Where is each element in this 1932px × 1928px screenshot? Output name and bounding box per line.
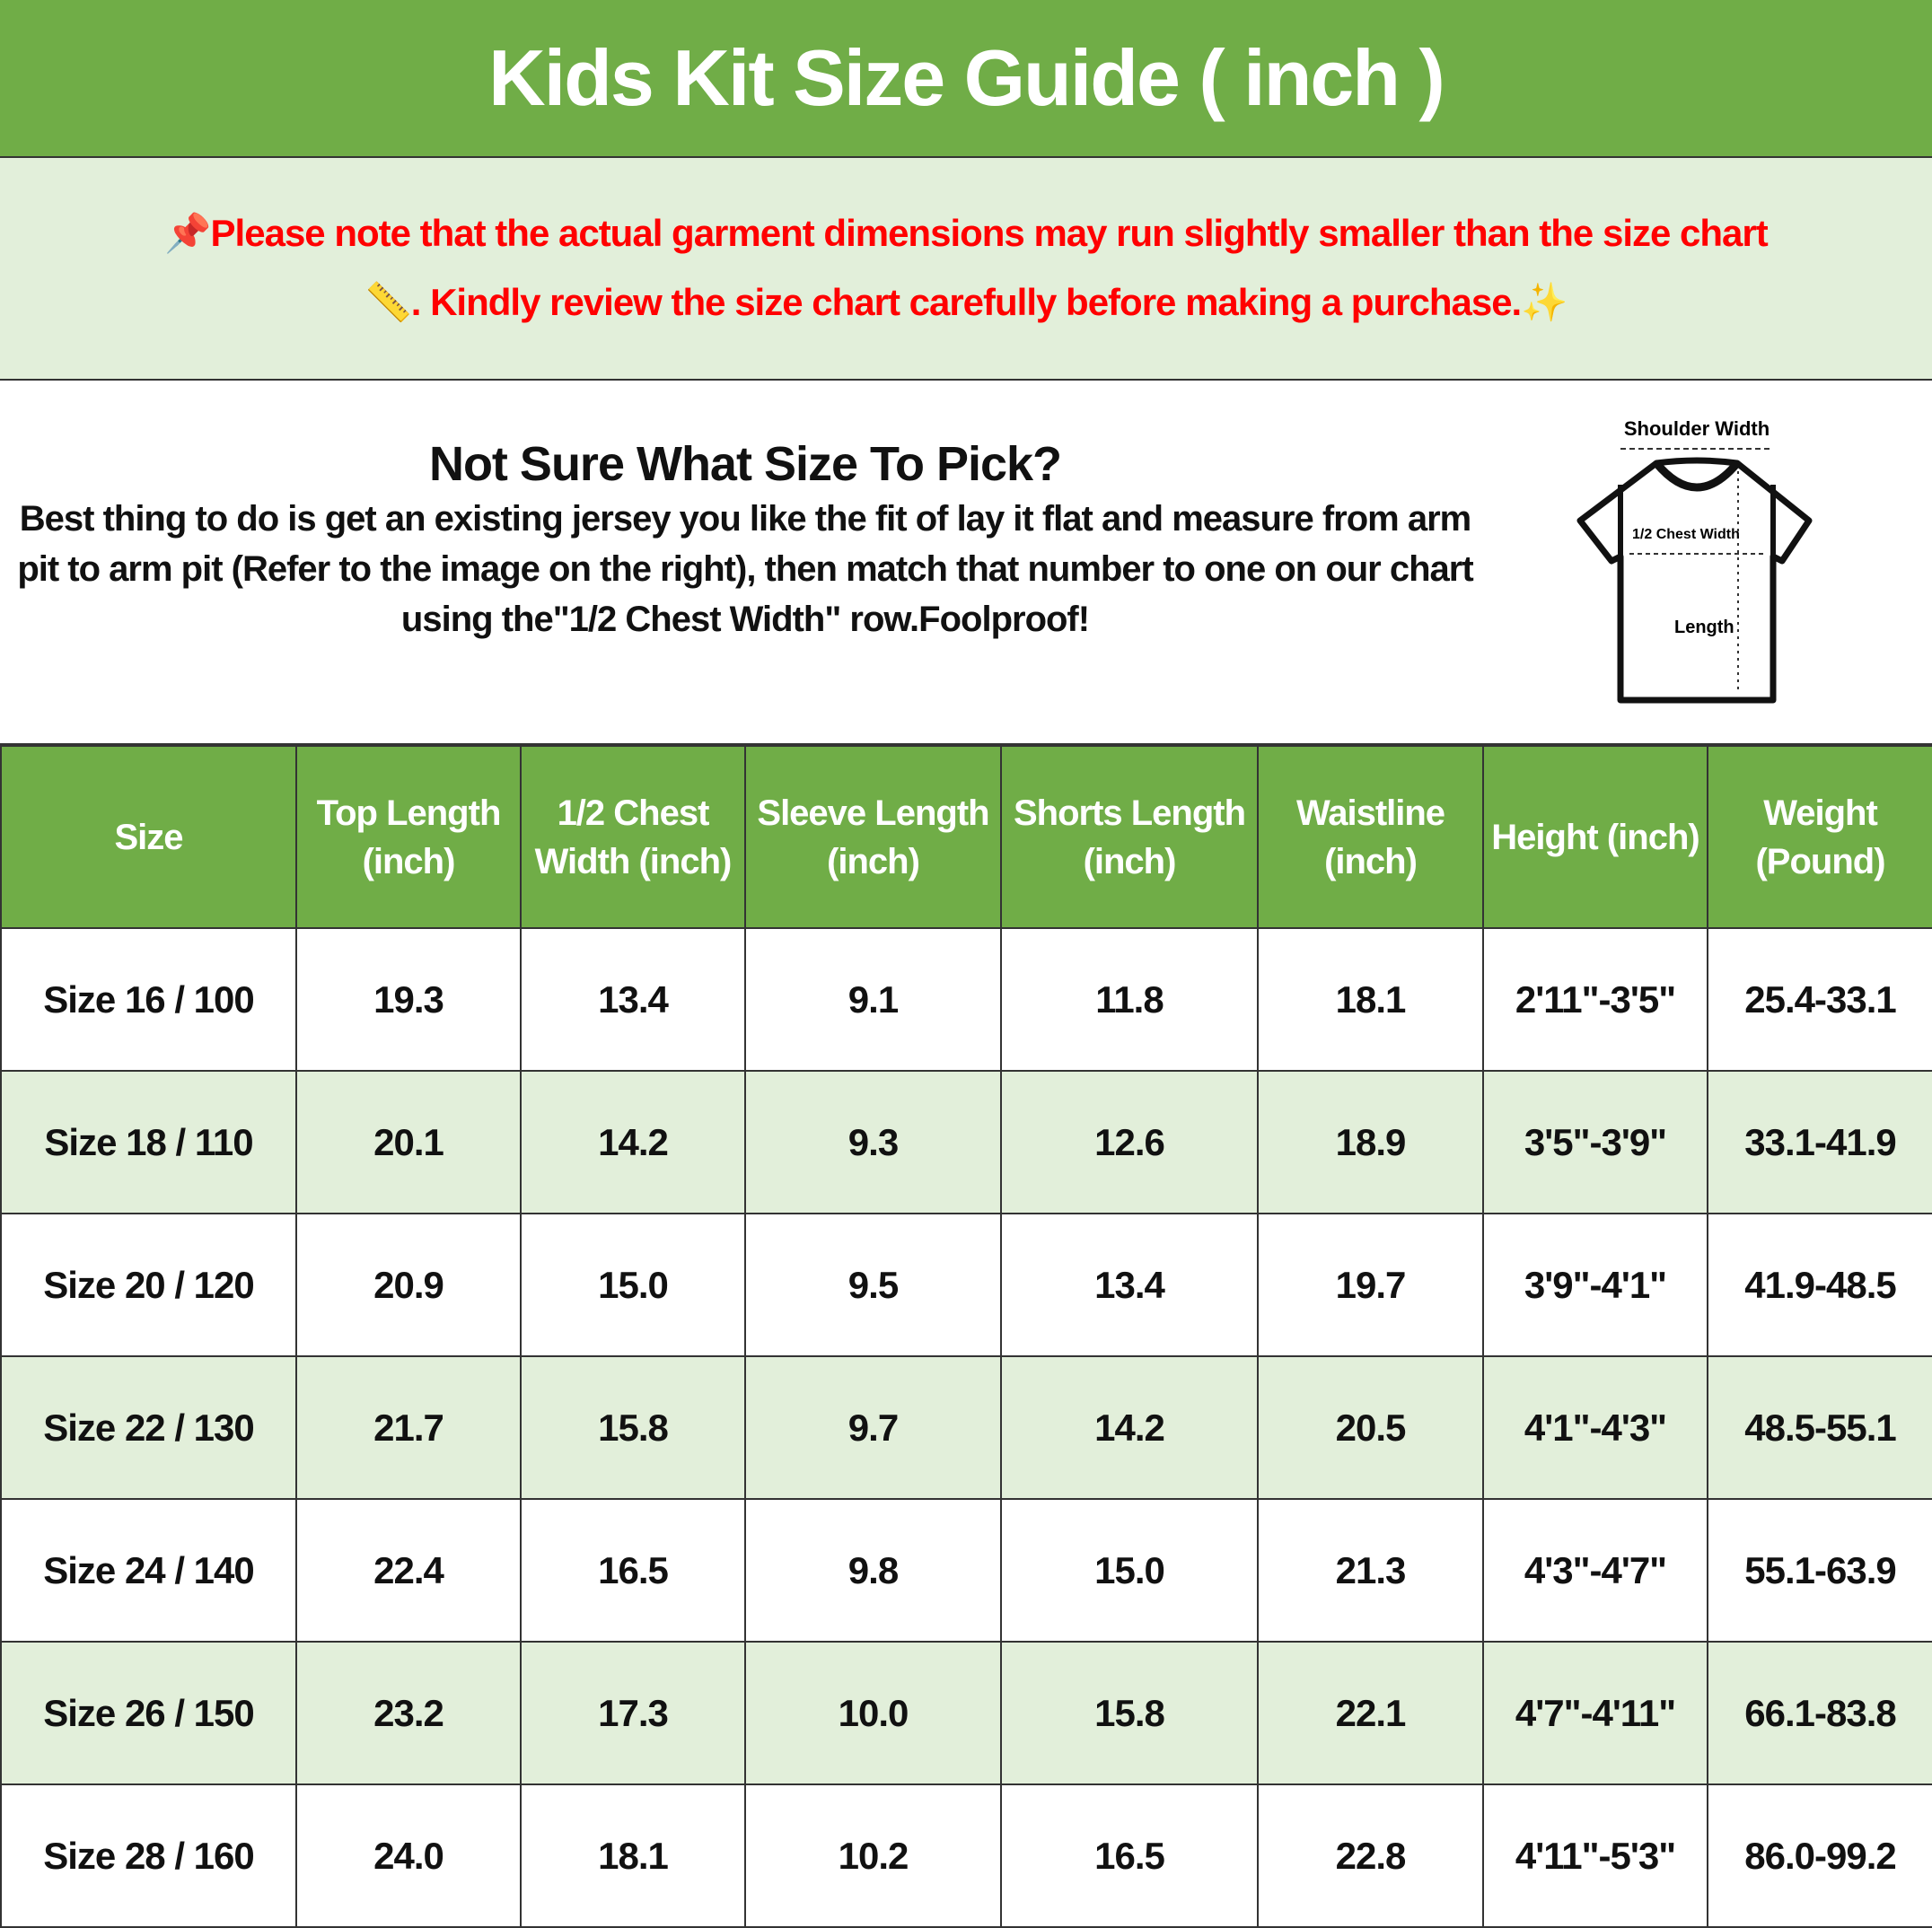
table-cell: 41.9-48.5 [1707,1213,1932,1357]
table-cell: 10.0 [744,1641,1002,1785]
info-section: Not Sure What Size To Pick? Best thing t… [0,381,1932,745]
note-line-1: Please note that the actual garment dime… [210,212,1769,254]
table-row: Size 24 / 140 22.4 16.5 9.8 15.0 21.3 4'3"-4'7… [0,1498,1932,1643]
table-cell: 24.0 [295,1783,522,1928]
table-cell: 9.8 [744,1498,1002,1643]
column-header: Weight (Pound) [1707,745,1932,929]
table-cell: 11.8 [1000,927,1259,1072]
table-cell: Size 24 / 140 [0,1498,297,1643]
table-cell: 19.3 [295,927,522,1072]
table-cell: 16.5 [1000,1783,1259,1928]
info-heading: Not Sure What Size To Pick? [428,437,1062,491]
table-cell: 20.1 [295,1070,522,1214]
ruler-icon: 📏 [364,281,411,323]
table-cell: 21.3 [1257,1498,1484,1643]
table-row: Size 18 / 110 20.1 14.2 9.3 12.6 18.9 3'5"-3'9… [0,1070,1932,1214]
table-cell: 48.5-55.1 [1707,1355,1932,1500]
table-cell: 14.2 [1000,1355,1259,1500]
shoulder-width-label: Shoulder Width [1624,417,1770,440]
table-cell: 15.8 [1000,1641,1259,1785]
table-cell: 86.0-99.2 [1707,1783,1932,1928]
table-cell: Size 16 / 100 [0,927,297,1072]
table-cell: 3'9"-4'1" [1482,1213,1708,1357]
column-header: Shorts Length (inch) [1000,745,1259,929]
chest-width-label: 1/2 Chest Width [1632,527,1740,542]
table-cell: 15.8 [520,1355,746,1500]
table-cell: 22.4 [295,1498,522,1643]
table-cell: 25.4-33.1 [1707,927,1932,1072]
table-cell: 66.1-83.8 [1707,1641,1932,1785]
tshirt-diagram: Shoulder Width 1/2 Chest Width Length [1576,417,1813,704]
table-row: Size 28 / 160 24.0 18.1 10.2 16.5 22.8 4'11"-5… [0,1783,1932,1928]
table-cell: 9.1 [744,927,1002,1072]
table-cell: 4'3"-4'7" [1482,1498,1708,1643]
table-row: Size 20 / 120 20.9 15.0 9.5 13.4 19.7 3'9"-4'1… [0,1213,1932,1357]
table-cell: 14.2 [520,1070,746,1214]
column-header: Size [0,745,297,929]
table-cell: 15.0 [520,1213,746,1357]
page-title: Kids Kit Size Guide ( inch ) [0,0,1932,158]
table-cell: 18.9 [1257,1070,1484,1214]
pushpin-icon: 📌 [164,212,211,254]
table-cell: 13.4 [520,927,746,1072]
note-banner: 📌Please note that the actual garment dim… [0,158,1932,381]
size-table: Size Top Length (inch) 1/2 Chest Width (in… [0,745,1932,1928]
table-cell: 4'11"-5'3" [1482,1783,1708,1928]
table-cell: 55.1-63.9 [1707,1498,1932,1643]
table-cell: Size 28 / 160 [0,1783,297,1928]
table-cell: 12.6 [1000,1070,1259,1214]
table-cell: 22.1 [1257,1641,1484,1785]
table-cell: 33.1-41.9 [1707,1070,1932,1214]
table-cell: 16.5 [520,1498,746,1643]
table-row: Size 26 / 150 23.2 17.3 10.0 15.8 22.1 4'7"-4'… [0,1641,1932,1785]
table-cell: 10.2 [744,1783,1002,1928]
table-cell: Size 22 / 130 [0,1355,297,1500]
column-header: Height (inch) [1482,745,1708,929]
table-cell: 9.3 [744,1070,1002,1214]
table-row: Size 16 / 100 19.3 13.4 9.1 11.8 18.1 2'11"-3'… [0,927,1932,1072]
table-cell: 4'7"-4'11" [1482,1641,1708,1785]
table-cell: 13.4 [1000,1213,1259,1357]
column-header: Sleeve Length (inch) [744,745,1002,929]
length-label: Length [1674,618,1734,637]
table-cell: 17.3 [520,1641,746,1785]
table-cell: 20.9 [295,1213,522,1357]
page-title-text: Kids Kit Size Guide ( inch ) [488,33,1445,122]
table-cell: 23.2 [295,1641,522,1785]
table-cell: 3'5"-3'9" [1482,1070,1708,1214]
table-cell: 21.7 [295,1355,522,1500]
column-header: 1/2 Chest Width (inch) [520,745,746,929]
table-cell: Size 18 / 110 [0,1070,297,1214]
column-header: Waistline (inch) [1257,745,1484,929]
column-header: Top Length (inch) [295,745,522,929]
table-cell: 20.5 [1257,1355,1484,1500]
header-row: Size Top Length (inch) 1/2 Chest Width (in… [0,745,1932,929]
table-cell: Size 26 / 150 [0,1641,297,1785]
table-cell: 2'11"-3'5" [1482,927,1708,1072]
table-cell: Size 20 / 120 [0,1213,297,1357]
info-body: Best thing to do is get an existing jers… [17,499,1473,639]
table-cell: 15.0 [1000,1498,1259,1643]
table-cell: 9.5 [744,1213,1002,1357]
table-cell: 18.1 [1257,927,1484,1072]
note-line-2: . Kindly review the size chart carefully… [410,281,1522,323]
table-cell: 22.8 [1257,1783,1484,1928]
table-cell: 4'1"-4'3" [1482,1355,1708,1500]
table-cell: 19.7 [1257,1213,1484,1357]
sparkles-icon: ✨ [1521,281,1568,323]
table-cell: 9.7 [744,1355,1002,1500]
table-row: Size 22 / 130 21.7 15.8 9.7 14.2 20.5 4'1"-4'3… [0,1355,1932,1500]
table-cell: 18.1 [520,1783,746,1928]
